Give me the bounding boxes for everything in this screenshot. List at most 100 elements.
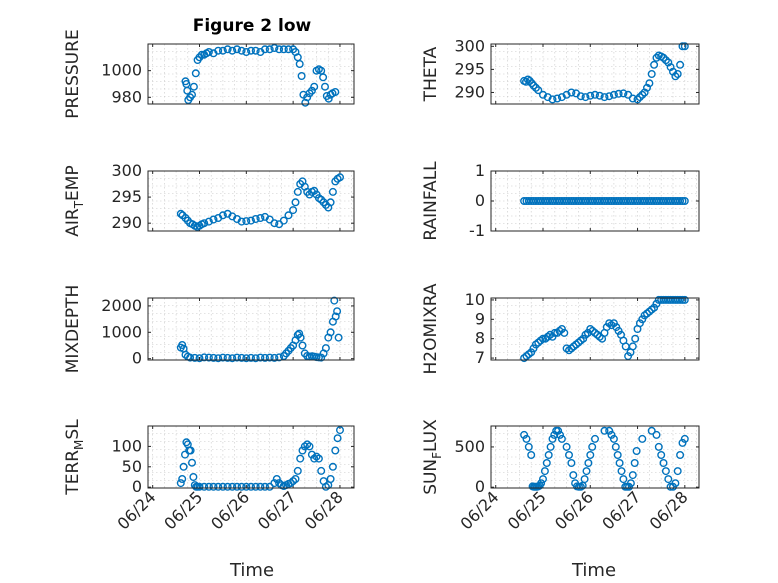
data-point <box>576 92 585 101</box>
axes-border <box>490 170 700 232</box>
data-point <box>645 79 654 88</box>
data-point <box>218 211 227 220</box>
y-tick-label: 300 <box>111 161 142 180</box>
data-point <box>186 353 195 362</box>
y-tick-label: 0 <box>132 349 142 368</box>
data-point <box>556 430 565 439</box>
axes-border <box>147 43 355 105</box>
data-point <box>256 213 265 222</box>
data-point <box>180 450 189 459</box>
data-point <box>617 467 626 476</box>
data-point <box>209 353 218 362</box>
data-point <box>619 89 628 98</box>
data-point <box>246 46 255 55</box>
data-point <box>204 48 213 57</box>
data-point <box>200 219 209 228</box>
data-point <box>314 454 323 463</box>
data-series <box>176 426 345 491</box>
data-point <box>614 89 623 98</box>
data-point <box>178 341 187 350</box>
y-tick-label: -1 <box>469 221 485 240</box>
x-tick-label: 06/28 <box>301 487 347 533</box>
data-point <box>270 219 279 228</box>
data-series <box>520 426 689 491</box>
data-point <box>611 442 620 451</box>
data-point <box>652 299 661 308</box>
data-point <box>539 90 548 99</box>
data-point <box>270 353 279 362</box>
data-point <box>580 475 589 484</box>
data-point <box>631 334 640 343</box>
subplot-theta: 290 295 300 THETA <box>421 36 700 105</box>
data-point <box>176 479 185 488</box>
data-point <box>613 451 622 460</box>
data-point <box>326 328 335 337</box>
data-point <box>326 198 335 207</box>
y-tick-label: 2000 <box>101 296 142 315</box>
data-point <box>319 73 328 82</box>
data-point <box>228 46 237 55</box>
data-point <box>619 475 628 484</box>
data-point <box>218 482 227 491</box>
data-point <box>557 93 566 102</box>
data-point <box>246 353 255 362</box>
data-point <box>659 53 668 62</box>
data-point <box>261 353 270 362</box>
data-point <box>678 196 687 205</box>
subplot-mixdepth: 0 1000 2000 MIXDEPTH <box>63 285 355 373</box>
data-point <box>331 87 340 96</box>
y-tick-label: 295 <box>111 187 142 206</box>
data-point <box>336 173 345 182</box>
data-point <box>550 328 559 337</box>
y-tick-label: 290 <box>454 82 485 101</box>
axes-border <box>147 170 355 232</box>
data-point <box>527 348 536 357</box>
data-point <box>582 467 591 476</box>
data-point <box>635 93 644 102</box>
data-point <box>270 44 279 53</box>
data-point <box>673 467 682 476</box>
data-point <box>607 430 616 439</box>
data-point <box>324 94 333 103</box>
data-point <box>557 325 566 334</box>
data-series <box>176 296 343 363</box>
data-point <box>275 45 284 54</box>
data-point <box>333 307 342 316</box>
data-point <box>680 434 689 443</box>
data-point <box>664 475 673 484</box>
data-point <box>602 323 611 332</box>
data-point <box>605 92 614 101</box>
data-point <box>178 475 187 484</box>
data-point <box>659 459 668 468</box>
data-point <box>321 344 330 353</box>
data-point <box>272 475 281 484</box>
data-point <box>546 442 555 451</box>
data-point <box>678 438 687 447</box>
x-tick-label: 06/26 <box>207 487 253 533</box>
data-point <box>524 442 533 451</box>
data-point <box>680 42 689 51</box>
data-point <box>204 217 213 226</box>
data-point <box>664 58 673 67</box>
data-point <box>190 353 199 362</box>
data-point <box>186 446 195 455</box>
data-point <box>204 353 213 362</box>
data-point <box>537 479 546 488</box>
y-tick-label: 1000 <box>101 61 142 80</box>
data-point <box>228 482 237 491</box>
data-point <box>200 353 209 362</box>
data-point <box>534 338 543 347</box>
data-point <box>567 459 576 468</box>
data-point <box>671 72 680 81</box>
data-point <box>289 206 298 215</box>
data-point <box>680 295 689 304</box>
data-point <box>678 295 687 304</box>
data-point <box>614 326 623 335</box>
data-point <box>200 482 209 491</box>
data-series <box>176 173 345 231</box>
data-point <box>242 217 251 226</box>
data-point <box>289 477 298 486</box>
data-point <box>265 353 274 362</box>
